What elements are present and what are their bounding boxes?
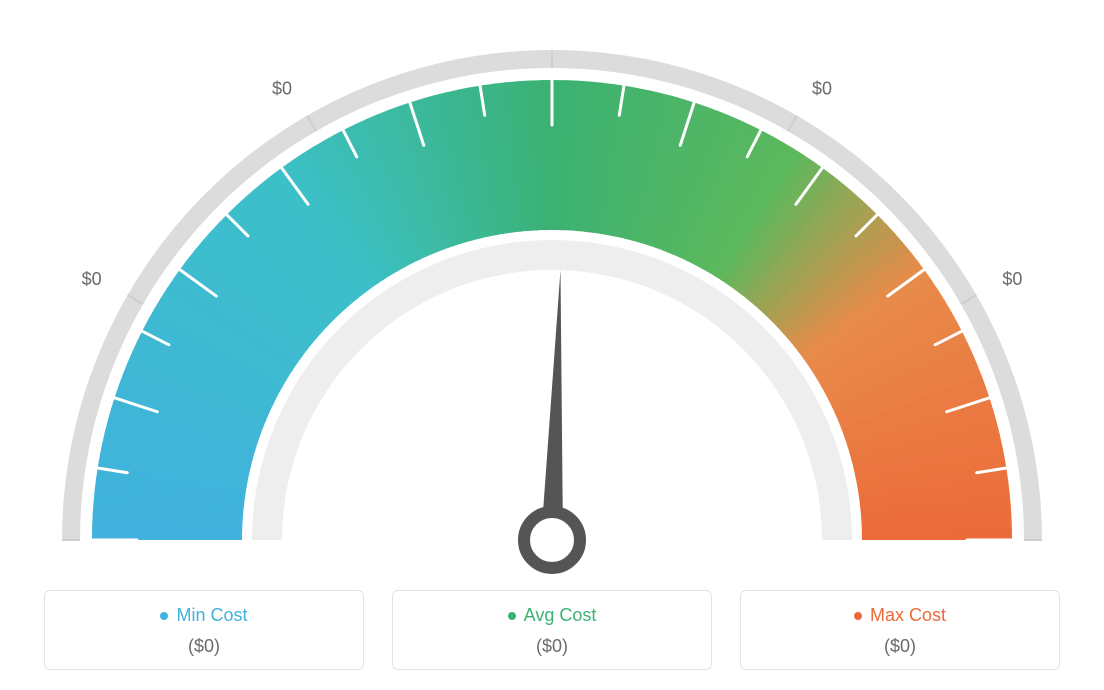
gauge-scale-label: $0 [812, 78, 832, 98]
legend-label-min: Min Cost [176, 605, 247, 626]
gauge-scale-label: $0 [82, 269, 102, 289]
legend-label-max: Max Cost [870, 605, 946, 626]
gauge-area: $0$0$0$0$0$0$0 [0, 0, 1104, 560]
legend-dot-min [160, 612, 168, 620]
legend-title-avg: Avg Cost [508, 605, 597, 626]
legend-dot-avg [508, 612, 516, 620]
gauge-scale-label: $0 [1002, 269, 1022, 289]
legend-row: Min Cost ($0) Avg Cost ($0) Max Cost ($0… [0, 590, 1104, 670]
gauge-needle-hub [524, 512, 580, 568]
legend-card-min: Min Cost ($0) [44, 590, 364, 670]
legend-title-max: Max Cost [854, 605, 946, 626]
gauge-needle [541, 270, 563, 540]
legend-label-avg: Avg Cost [524, 605, 597, 626]
gauge-cost-widget: $0$0$0$0$0$0$0 Min Cost ($0) Avg Cost ($… [0, 0, 1104, 690]
legend-value-avg: ($0) [403, 636, 701, 657]
legend-dot-max [854, 612, 862, 620]
legend-card-avg: Avg Cost ($0) [392, 590, 712, 670]
legend-value-min: ($0) [55, 636, 353, 657]
gauge-svg: $0$0$0$0$0$0$0 [52, 40, 1052, 600]
legend-value-max: ($0) [751, 636, 1049, 657]
legend-title-min: Min Cost [160, 605, 247, 626]
legend-card-max: Max Cost ($0) [740, 590, 1060, 670]
gauge-scale-label: $0 [272, 78, 292, 98]
